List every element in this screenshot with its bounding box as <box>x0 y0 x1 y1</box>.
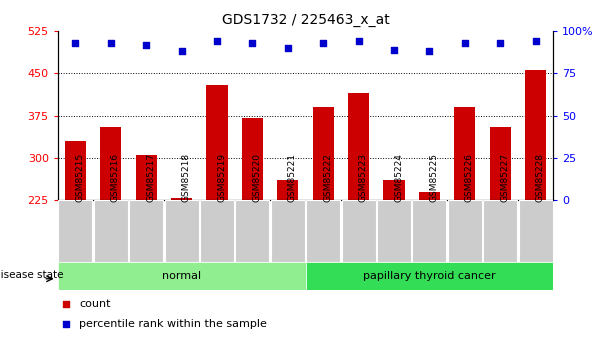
Bar <box>58 200 92 262</box>
Point <box>283 45 292 51</box>
Bar <box>165 200 199 262</box>
Bar <box>206 85 227 200</box>
Point <box>354 38 364 44</box>
Point <box>343 29 353 34</box>
Text: GSM85228: GSM85228 <box>536 153 545 202</box>
Point <box>247 40 257 46</box>
Bar <box>348 93 369 200</box>
Point <box>424 49 434 54</box>
Bar <box>384 180 404 200</box>
Bar <box>342 200 376 262</box>
Point <box>389 47 399 52</box>
Bar <box>200 200 234 262</box>
Text: GSM85218: GSM85218 <box>182 153 191 202</box>
Point <box>496 40 505 46</box>
Bar <box>483 200 517 262</box>
Bar <box>171 198 192 200</box>
Text: GSM85223: GSM85223 <box>359 153 368 202</box>
Bar <box>58 262 305 290</box>
Text: GSM85224: GSM85224 <box>394 153 403 202</box>
Bar <box>271 200 305 262</box>
Point <box>319 40 328 46</box>
Point <box>212 38 222 44</box>
Point <box>106 40 116 46</box>
Text: GSM85219: GSM85219 <box>217 153 226 202</box>
Bar <box>242 118 263 200</box>
Point <box>531 38 541 44</box>
Title: GDS1732 / 225463_x_at: GDS1732 / 225463_x_at <box>222 13 389 27</box>
Bar <box>235 200 269 262</box>
Bar <box>412 200 446 262</box>
Text: GSM85217: GSM85217 <box>147 153 155 202</box>
Bar <box>377 200 411 262</box>
Text: GSM85216: GSM85216 <box>111 153 120 202</box>
Text: percentile rank within the sample: percentile rank within the sample <box>79 319 267 329</box>
Bar <box>454 107 475 200</box>
Text: GSM85227: GSM85227 <box>500 153 509 202</box>
Text: count: count <box>79 299 111 308</box>
Text: GSM85222: GSM85222 <box>323 153 332 202</box>
Text: disease state: disease state <box>0 270 64 279</box>
Text: GSM85220: GSM85220 <box>252 153 261 202</box>
Bar <box>489 127 511 200</box>
Point <box>142 42 151 47</box>
Bar <box>448 200 482 262</box>
Bar <box>130 200 163 262</box>
Text: GSM85226: GSM85226 <box>465 153 474 202</box>
Text: GSM85225: GSM85225 <box>429 153 438 202</box>
Bar <box>277 180 299 200</box>
Bar <box>305 262 553 290</box>
Bar <box>94 200 128 262</box>
Point <box>343 217 353 223</box>
Point <box>71 40 80 46</box>
Bar <box>65 141 86 200</box>
Text: GSM85221: GSM85221 <box>288 153 297 202</box>
Text: papillary thyroid cancer: papillary thyroid cancer <box>363 271 496 281</box>
Text: normal: normal <box>162 271 201 281</box>
Bar <box>306 200 340 262</box>
Bar <box>100 127 122 200</box>
Bar <box>525 70 546 200</box>
Bar <box>519 200 553 262</box>
Bar <box>313 107 334 200</box>
Point <box>460 40 469 46</box>
Point <box>177 49 187 54</box>
Bar <box>136 155 157 200</box>
Text: GSM85215: GSM85215 <box>75 153 85 202</box>
Bar <box>419 191 440 200</box>
